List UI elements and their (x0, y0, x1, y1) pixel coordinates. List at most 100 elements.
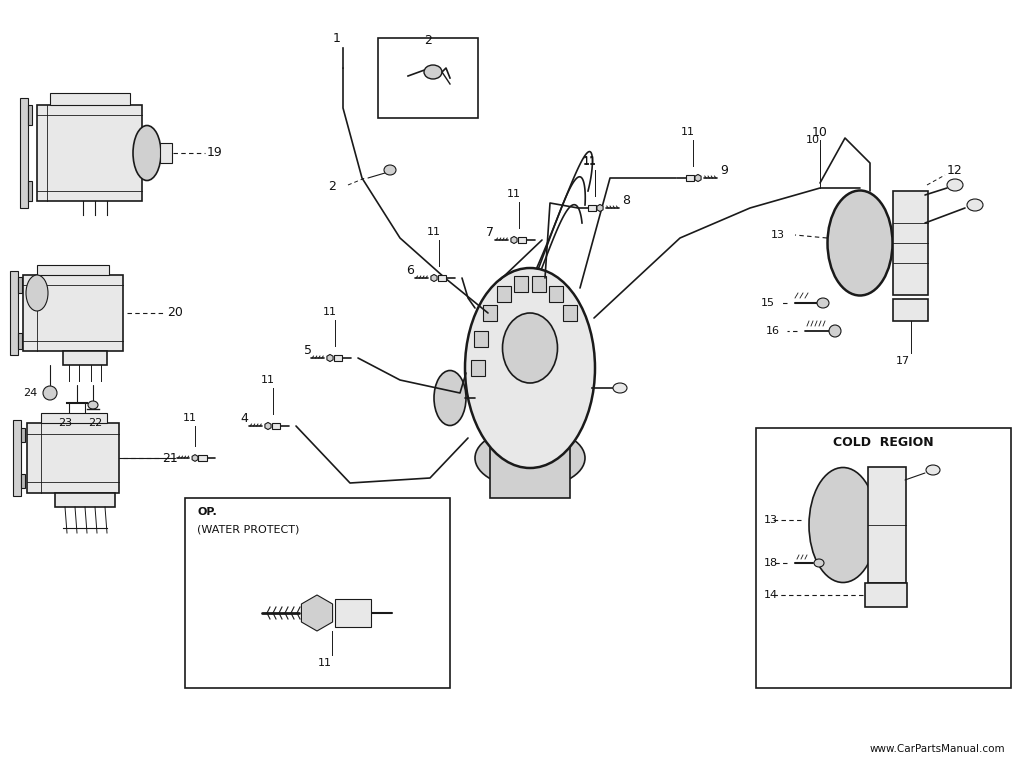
Text: 11: 11 (323, 307, 337, 317)
Bar (514, 276, 528, 293)
Text: 10: 10 (806, 135, 820, 145)
Text: 11: 11 (681, 127, 695, 137)
Text: 11: 11 (583, 156, 597, 166)
Bar (471, 360, 485, 376)
Text: COLD  REGION: COLD REGION (833, 435, 933, 449)
Bar (37, 265, 109, 275)
Ellipse shape (967, 199, 983, 211)
Bar (563, 306, 577, 321)
Bar (10, 271, 18, 355)
Polygon shape (265, 422, 271, 429)
Text: 8: 8 (622, 194, 630, 207)
Ellipse shape (424, 65, 442, 79)
Text: 14: 14 (764, 590, 778, 600)
Bar (185, 498, 450, 688)
Ellipse shape (827, 190, 893, 296)
Bar (37, 105, 142, 201)
Bar (865, 583, 907, 607)
Text: 10: 10 (812, 127, 828, 140)
Ellipse shape (26, 275, 48, 311)
Bar (271, 422, 281, 429)
Ellipse shape (926, 465, 940, 475)
Bar (517, 237, 526, 243)
Text: www.CarPartsManual.com: www.CarPartsManual.com (869, 744, 1005, 754)
Bar (18, 277, 22, 293)
Bar (28, 181, 32, 201)
Text: 21: 21 (162, 452, 178, 465)
Text: 19: 19 (207, 147, 223, 160)
Ellipse shape (384, 165, 396, 175)
Bar (41, 413, 106, 423)
Text: 12: 12 (947, 164, 963, 177)
Text: 2: 2 (424, 34, 432, 47)
Ellipse shape (475, 428, 585, 488)
Text: 11: 11 (261, 375, 275, 385)
Bar (483, 306, 498, 321)
Bar (13, 420, 22, 496)
Text: 24: 24 (23, 388, 37, 398)
Text: 11: 11 (318, 658, 332, 668)
Bar (63, 351, 106, 365)
Bar (334, 355, 342, 361)
Bar (199, 455, 207, 461)
Bar (23, 275, 123, 351)
Bar (588, 205, 596, 211)
Bar (55, 493, 115, 507)
Ellipse shape (88, 401, 98, 409)
Bar (27, 423, 119, 493)
Bar (497, 286, 511, 303)
Bar (18, 333, 22, 349)
Bar (22, 428, 25, 442)
Text: 22: 22 (88, 418, 102, 428)
Polygon shape (301, 595, 333, 631)
Text: 9: 9 (720, 164, 728, 177)
Text: 11: 11 (583, 157, 597, 167)
Ellipse shape (817, 298, 829, 308)
Polygon shape (511, 237, 517, 243)
Text: 5: 5 (304, 343, 312, 356)
Bar (474, 331, 488, 347)
Bar (378, 38, 478, 118)
Ellipse shape (947, 179, 963, 191)
Bar (893, 299, 928, 321)
Text: (WATER PROTECT): (WATER PROTECT) (197, 525, 299, 535)
Bar (685, 175, 694, 181)
Text: 20: 20 (167, 306, 183, 319)
Text: 13: 13 (764, 515, 778, 525)
Bar (490, 448, 570, 498)
Text: 7: 7 (486, 226, 494, 239)
Text: 16: 16 (766, 326, 780, 336)
Text: OP.: OP. (197, 507, 217, 517)
Ellipse shape (613, 383, 627, 393)
Bar (20, 98, 28, 208)
Bar (893, 191, 928, 295)
Polygon shape (327, 355, 333, 362)
Bar (50, 93, 130, 105)
Text: 6: 6 (406, 263, 414, 276)
Ellipse shape (43, 386, 57, 400)
Ellipse shape (503, 313, 557, 383)
Ellipse shape (829, 325, 841, 337)
Text: 17: 17 (896, 356, 910, 366)
Bar (335, 599, 371, 627)
Ellipse shape (434, 370, 466, 425)
Polygon shape (431, 274, 437, 282)
Text: 11: 11 (427, 227, 441, 237)
Text: 4: 4 (240, 412, 248, 425)
Polygon shape (597, 204, 603, 211)
Ellipse shape (809, 468, 877, 582)
Text: 13: 13 (771, 230, 785, 240)
Ellipse shape (465, 268, 595, 468)
Bar (28, 105, 32, 125)
Ellipse shape (133, 125, 161, 180)
Bar (22, 474, 25, 488)
Bar (532, 276, 546, 293)
Bar (160, 143, 172, 163)
Text: 11: 11 (507, 189, 521, 199)
Text: 15: 15 (761, 298, 775, 308)
Text: 1: 1 (333, 31, 341, 45)
Text: 11: 11 (183, 413, 197, 423)
Polygon shape (695, 174, 701, 181)
Text: 18: 18 (764, 558, 778, 568)
Text: 23: 23 (58, 418, 72, 428)
